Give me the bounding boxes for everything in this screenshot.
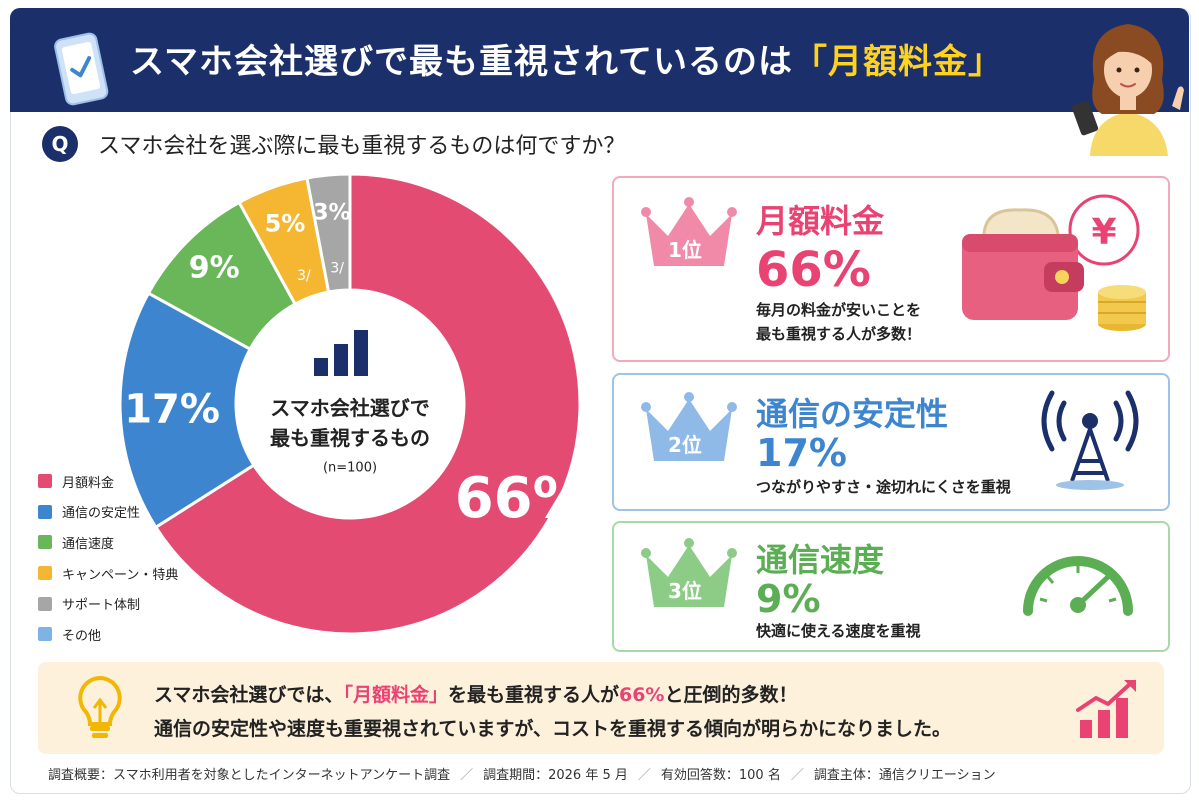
footer-organizer: 調査主体：通信クリエーション xyxy=(813,768,996,783)
rank-card-1: 1位 月額料金 66% 毎月の料金が安いことを 最も重視する人が多数！ ¥ xyxy=(612,176,1170,362)
summary-text: スマホ会社選びでは、 xyxy=(154,684,344,706)
rank-label: 1位 xyxy=(668,238,702,262)
rank-card-3: 3位 通信速度 9% 快適に使える速度を重視 xyxy=(612,521,1170,652)
slice-value-label: 5% xyxy=(265,209,306,237)
wallet-coins-icon: ¥ xyxy=(962,194,1146,331)
legend-label: その他 xyxy=(62,628,102,644)
header-banner: スマホ会社選びで最も重視されているのは「月額料金」 xyxy=(10,8,1189,112)
lightbulb-icon xyxy=(78,675,122,738)
legend-swatch xyxy=(38,474,52,489)
summary-text: と圧倒的多数！ xyxy=(664,684,798,706)
growth-chart-icon xyxy=(1076,680,1136,738)
summary-line-1: スマホ会社選びでは、「月額料金」を最も重視する人が66%と圧倒的多数！ xyxy=(154,680,797,707)
title-main: スマホ会社選びで最も重視されているのは xyxy=(130,42,793,82)
summary-highlight: 「月額料金」 xyxy=(343,684,448,706)
rank-description-line: 毎月の料金が安いことを xyxy=(756,301,922,319)
slice-value-label: 66% xyxy=(455,466,582,531)
question-badge: Q xyxy=(42,126,78,162)
legend-item: 通信速度 xyxy=(38,527,178,558)
legend-label: 通信の安定性 xyxy=(62,506,141,522)
rank-description: つながりやすさ・途切れにくさを重視 xyxy=(756,478,1011,496)
slice-minor-mark: 3/ xyxy=(330,261,344,277)
legend-swatch xyxy=(38,504,52,519)
slice-value-label: 9% xyxy=(189,251,240,286)
legend-label: キャンペーン・特典 xyxy=(62,567,179,583)
survey-footer: 調査概要：スマホ利用者を対象としたインターネットアンケート調査／調査期間：202… xyxy=(48,768,996,783)
rank-card-2: 2位 通信の安定性 17% つながりやすさ・途切れにくさを重視 xyxy=(612,373,1170,511)
smartphone-check-icon xyxy=(54,32,109,106)
rank-title: 通信の安定性 xyxy=(756,395,949,433)
slice-value-label: 17% xyxy=(124,387,220,433)
legend-item: その他 xyxy=(38,619,178,650)
slice-value-label: 3% xyxy=(313,200,350,225)
donut-slice xyxy=(118,291,256,530)
summary-line-2: 通信の安定性や速度も重要視されていますが、コストを重視する傾向が明らかになりまし… xyxy=(154,718,952,740)
footer-overview: 調査概要：スマホ利用者を対象としたインターネットアンケート調査 xyxy=(48,768,451,783)
rank-title: 通信速度 xyxy=(756,541,885,579)
rank-percent: 66% xyxy=(756,242,871,298)
rank-label: 3位 xyxy=(668,579,702,603)
legend-swatch xyxy=(38,566,52,581)
yen-sign: ¥ xyxy=(1091,212,1116,253)
legend-label: 通信速度 xyxy=(62,536,115,552)
legend-swatch xyxy=(38,535,52,550)
crown-icon xyxy=(641,392,737,461)
legend-item: 通信の安定性 xyxy=(38,497,178,528)
rank-percent: 9% xyxy=(756,577,821,621)
rank-label: 2位 xyxy=(668,433,702,457)
donut-center xyxy=(238,292,462,516)
rank-percent: 17% xyxy=(756,431,847,475)
speedometer-icon xyxy=(1023,556,1133,616)
legend-label: 月額料金 xyxy=(62,475,115,491)
donut-slice xyxy=(153,172,582,636)
crown-icon xyxy=(641,538,737,607)
footer-responses: 有効回答数：100 名 xyxy=(660,768,781,783)
legend-item: サポート体制 xyxy=(38,588,178,619)
bar-chart-icon xyxy=(314,330,368,376)
donut-center-label: (n=100) xyxy=(323,461,377,476)
legend-item: 月額料金 xyxy=(38,466,178,497)
crown-icon xyxy=(641,197,737,266)
slice-minor-mark: 3/ xyxy=(297,268,311,284)
title-highlight: 「月額料金」 xyxy=(792,42,1003,82)
legend-swatch xyxy=(38,596,52,611)
legend-swatch xyxy=(38,627,52,642)
donut-center-label: 最も重視するもの xyxy=(270,426,430,450)
donut-slice xyxy=(305,172,352,294)
summary-highlight: 66% xyxy=(618,684,665,706)
page-title: スマホ会社選びで最も重視されているのは「月額料金」 xyxy=(130,34,1110,83)
rank-title: 月額料金 xyxy=(756,202,885,240)
signal-tower-icon xyxy=(1041,390,1139,490)
rank-description: 毎月の料金が安いことを 最も重視する人が多数！ xyxy=(756,298,921,346)
woman-with-phone-illustration xyxy=(1071,24,1184,156)
chart-legend: 月額料金通信の安定性 通信速度キャンペーン・特典 サポート体制 その他 xyxy=(38,466,178,650)
legend-label: サポート体制 xyxy=(62,598,141,614)
question-text: スマホ会社を選ぶ際に最も重視するものは何ですか？ xyxy=(98,134,626,159)
rank-description-line: 最も重視する人が多数！ xyxy=(756,325,922,343)
rank-description: 快適に使える速度を重視 xyxy=(756,622,921,640)
legend-item: キャンペーン・特典 xyxy=(38,558,178,589)
summary-box: スマホ会社選びでは、「月額料金」を最も重視する人が66%と圧倒的多数！ 通信の安… xyxy=(38,662,1164,754)
summary-text: を最も重視する人が xyxy=(447,684,619,706)
donut-center-label: スマホ会社選びで xyxy=(270,396,429,420)
footer-period: 調査期間：2026 年 5 月 xyxy=(483,768,628,783)
